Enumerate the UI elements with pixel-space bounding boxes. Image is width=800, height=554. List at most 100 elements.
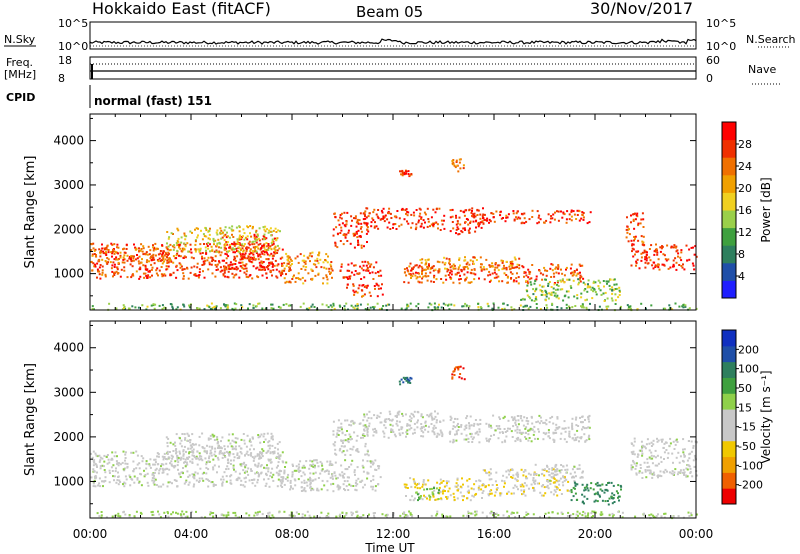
data-cell: [98, 273, 101, 276]
data-cell: [181, 268, 184, 271]
data-cell: [466, 265, 469, 268]
data-cell: [506, 492, 508, 495]
data-cell: [221, 436, 224, 439]
data-cell: [153, 463, 156, 466]
data-cell: [247, 473, 250, 476]
data-cell: [360, 246, 363, 249]
data-cell: [505, 274, 508, 276]
data-cell: [150, 268, 153, 271]
data-cell: [300, 268, 303, 270]
data-cell: [320, 266, 323, 269]
data-cell: [651, 264, 654, 267]
data-cell: [182, 453, 185, 456]
data-cell: [184, 461, 187, 463]
data-cell: [191, 473, 194, 476]
data-cell: [252, 225, 254, 228]
data-cell: [311, 303, 314, 306]
data-cell: [320, 469, 323, 472]
data-cell: [525, 426, 528, 429]
data-cell: [258, 261, 261, 264]
data-cell: [464, 425, 467, 428]
data-cell: [514, 423, 517, 426]
data-cell: [366, 419, 369, 422]
data-cell: [345, 485, 348, 488]
data-cell: [640, 256, 643, 259]
data-cell: [350, 224, 353, 227]
data-cell: [251, 256, 254, 259]
data-cell: [267, 244, 270, 247]
data-cell: [433, 417, 436, 420]
data-cell: [138, 277, 141, 280]
data-cell: [332, 443, 335, 446]
data-cell: [237, 242, 240, 245]
data-cell: [430, 216, 433, 219]
data-cell: [101, 273, 104, 276]
data-cell: [592, 488, 595, 491]
data-cell: [360, 230, 363, 233]
data-cell: [116, 266, 119, 269]
data-cell: [523, 217, 526, 220]
data-cell: [596, 484, 599, 487]
data-cell: [190, 266, 193, 269]
data-cell: [410, 173, 413, 175]
data-cell: [238, 251, 241, 254]
data-cell: [680, 265, 683, 267]
data-cell: [452, 266, 455, 269]
data-cell: [424, 213, 427, 216]
data-cell: [218, 465, 220, 468]
data-cell: [338, 429, 341, 432]
data-cell: [559, 477, 562, 480]
data-cell: [353, 293, 356, 296]
data-cell: [272, 263, 274, 266]
data-cell: [231, 272, 234, 275]
data-cell: [157, 485, 160, 488]
data-cell: [512, 419, 515, 422]
data-cell: [627, 308, 630, 311]
data-cell: [475, 510, 478, 513]
data-cell: [641, 477, 644, 479]
data-cell: [269, 474, 272, 477]
data-cell: [276, 237, 279, 240]
data-cell: [202, 263, 205, 266]
data-cell: [351, 420, 354, 423]
data-cell: [235, 273, 238, 276]
data-cell: [235, 266, 238, 269]
data-cell: [325, 253, 328, 256]
data-cell: [236, 452, 239, 455]
data-cell: [167, 253, 169, 256]
data-cell: [640, 440, 643, 443]
data-cell: [527, 439, 530, 442]
data-cell: [305, 266, 308, 268]
data-cell: [225, 247, 227, 250]
data-cell: [554, 211, 556, 214]
data-cell: [291, 487, 294, 490]
data-cell: [638, 471, 641, 474]
data-cell: [442, 490, 444, 493]
data-cell: [520, 489, 523, 492]
data-cell: [216, 263, 219, 266]
data-cell: [668, 304, 671, 307]
data-cell: [227, 514, 230, 517]
data-cell: [421, 269, 424, 272]
data-cell: [399, 514, 402, 517]
data-cell: [629, 307, 632, 310]
data-cell: [512, 474, 515, 477]
data-cell: [270, 432, 273, 435]
data-cell: [135, 270, 138, 273]
data-cell: [343, 307, 346, 310]
data-cell: [322, 261, 325, 264]
data-cell: [271, 476, 274, 479]
data-cell: [196, 450, 199, 453]
data-cell: [431, 417, 434, 420]
data-cell: [493, 271, 496, 274]
data-cell: [646, 469, 649, 472]
data-cell: [490, 265, 493, 268]
data-cell: [303, 261, 306, 264]
data-cell: [551, 302, 554, 305]
data-cell: [265, 482, 268, 485]
data-cell: [207, 460, 210, 463]
data-cell: [405, 431, 408, 434]
data-cell: [208, 460, 211, 463]
data-cell: [243, 243, 246, 246]
data-cell: [652, 471, 655, 474]
